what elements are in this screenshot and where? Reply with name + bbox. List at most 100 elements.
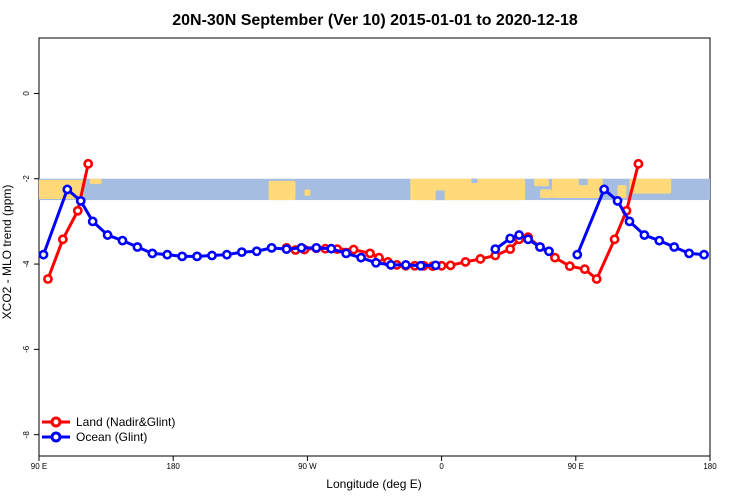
data-point <box>523 234 533 245</box>
data-point <box>162 249 173 260</box>
legend-land-marker <box>50 416 62 428</box>
data-point <box>341 248 352 259</box>
data-point <box>83 158 94 169</box>
data-point <box>192 251 202 262</box>
series-land <box>43 158 644 284</box>
data-point <box>400 260 411 270</box>
map-land-patch <box>617 185 627 198</box>
legend-ocean-marker <box>50 431 62 443</box>
map-land-patch <box>268 180 296 201</box>
data-point <box>579 264 590 275</box>
data-point <box>102 230 113 240</box>
map-ocean-band <box>39 178 710 201</box>
data-point <box>326 243 337 254</box>
x-tick-label: 0 <box>439 462 444 471</box>
map-ocean-patch <box>578 178 588 186</box>
map-land-patch <box>540 189 552 198</box>
data-point <box>43 274 53 284</box>
data-point <box>699 249 709 260</box>
data-point <box>221 249 232 260</box>
data-point <box>365 248 375 259</box>
data-point <box>57 234 68 245</box>
y-tick-label: -8 <box>22 431 31 439</box>
data-point <box>386 260 396 270</box>
data-point <box>505 244 516 255</box>
y-axis-label: XCO2 - MLO trend (ppm) <box>0 185 14 320</box>
data-point <box>564 261 575 272</box>
data-point <box>72 205 83 216</box>
data-point <box>281 244 292 255</box>
data-point <box>490 244 501 255</box>
data-point <box>591 274 602 284</box>
data-point <box>62 184 73 195</box>
y-tick-label: -4 <box>22 260 31 268</box>
series-layer <box>38 158 709 284</box>
data-point <box>132 242 143 252</box>
data-point <box>633 158 644 169</box>
data-point <box>535 242 545 252</box>
data-point <box>207 250 217 261</box>
data-point <box>654 235 665 246</box>
data-point <box>599 184 610 195</box>
data-point <box>87 216 98 227</box>
series-ocean <box>38 184 709 271</box>
map-strip <box>39 178 710 201</box>
map-ocean-patch <box>471 178 478 184</box>
legend: Land (Nadir&Glint) Ocean (Glint) <box>42 415 175 444</box>
map-land-patch <box>551 178 603 198</box>
data-point <box>475 254 486 264</box>
data-point <box>236 247 247 258</box>
data-point <box>371 257 381 268</box>
y-tick-label: -6 <box>22 345 31 353</box>
series-line <box>46 163 90 280</box>
x-tick-label: 180 <box>703 462 717 471</box>
x-tick-label: 90 E <box>31 462 47 471</box>
data-point <box>612 196 623 206</box>
data-point <box>550 252 560 263</box>
map-land-patch <box>629 178 672 194</box>
map-land-patch <box>410 178 526 201</box>
data-point <box>75 196 86 206</box>
x-tick-label: 90 W <box>298 462 317 471</box>
plot-area <box>38 37 711 457</box>
data-point <box>609 234 620 245</box>
data-point <box>311 242 322 253</box>
y-tick-label: -2 <box>22 175 31 183</box>
data-point <box>624 216 635 227</box>
legend-ocean-label: Ocean (Glint) <box>76 430 147 444</box>
data-point <box>296 242 307 253</box>
data-point <box>430 260 441 271</box>
data-point <box>251 246 262 257</box>
x-axis-label: Longitude (deg E) <box>326 477 421 491</box>
data-point <box>117 235 128 246</box>
data-point <box>639 230 650 240</box>
chart-title: 20N-30N September (Ver 10) 2015-01-01 to… <box>172 12 578 29</box>
data-point <box>177 251 188 262</box>
x-tick-label: 90 E <box>568 462 584 471</box>
data-point <box>460 257 471 267</box>
data-point <box>572 249 583 260</box>
plot-frame <box>38 37 711 457</box>
data-point <box>38 249 49 260</box>
x-axis: 90 E 180 90 W 0 90 E 180 <box>31 456 717 471</box>
data-point <box>669 242 680 252</box>
data-point <box>147 248 158 259</box>
data-point <box>445 260 456 271</box>
map-land-patch <box>304 189 311 196</box>
data-point <box>266 242 277 253</box>
data-point <box>514 230 525 240</box>
y-tick-label: 0 <box>22 91 31 96</box>
data-point <box>505 233 516 244</box>
data-point <box>544 246 554 257</box>
y-axis: 0 -2 -4 -6 -8 <box>22 91 39 439</box>
data-point <box>415 260 426 271</box>
x-tick-label: 180 <box>167 462 181 471</box>
map-land-patch <box>534 178 549 187</box>
data-point <box>348 244 359 255</box>
legend-land-label: Land (Nadir&Glint) <box>76 415 175 429</box>
data-point <box>684 248 695 259</box>
map-ocean-patch <box>435 190 445 201</box>
map-land-patch <box>89 178 102 185</box>
data-point <box>356 252 366 263</box>
